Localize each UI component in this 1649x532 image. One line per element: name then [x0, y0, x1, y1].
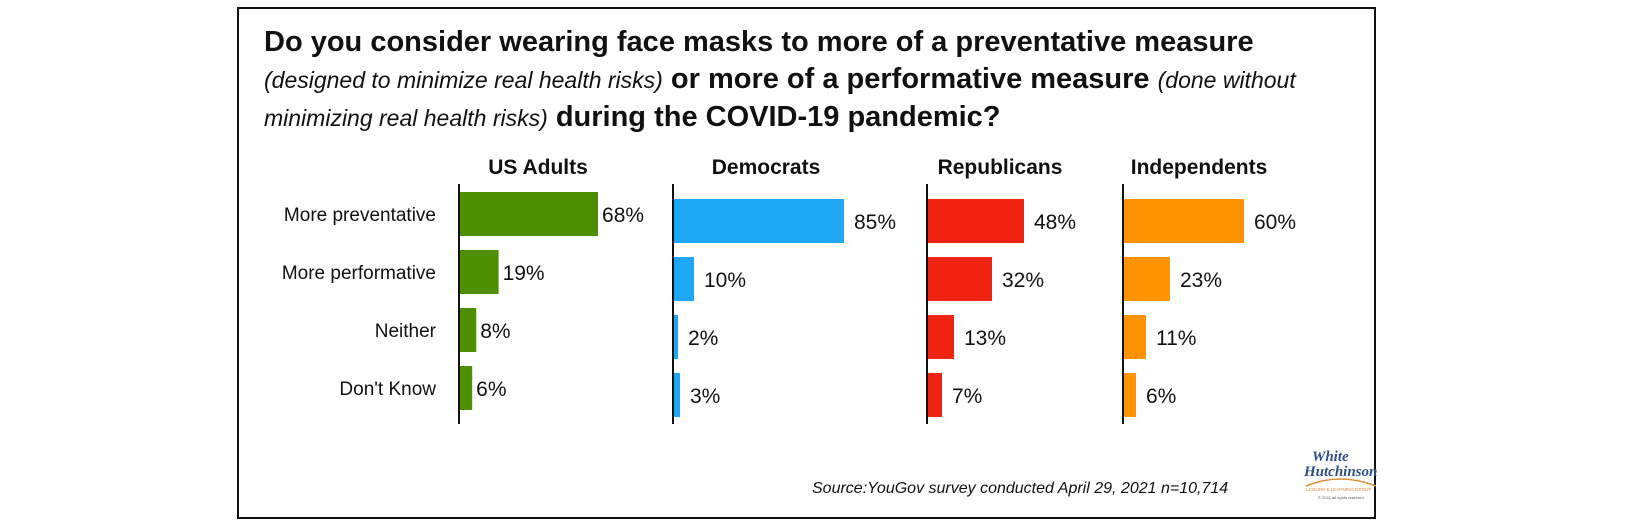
bar-independents-more-preventative: [1124, 199, 1244, 243]
bar-us-adults-don-t-know: [460, 366, 473, 410]
bar-republicans-neither: [928, 315, 954, 359]
value-label-us-adults-more-performative: 19%: [503, 262, 545, 285]
value-label-us-adults-don-t-know: 6%: [476, 378, 506, 401]
bar-democrats-more-preventative: [674, 199, 844, 243]
panel-header-democrats: Democrats: [712, 156, 821, 179]
title-part4: (done without minimizing real health ris…: [264, 67, 1296, 131]
chart-title: Do you consider wearing face masks to mo…: [264, 24, 1364, 137]
bar-republicans-don-t-know: [928, 373, 942, 417]
bar-republicans-more-performative: [928, 257, 992, 301]
value-label-independents-more-performative: 23%: [1180, 269, 1222, 292]
bar-democrats-more-performative: [674, 257, 694, 301]
logo-line1: White: [1312, 449, 1349, 465]
bar-democrats-neither: [674, 315, 678, 359]
value-label-independents-neither: 11%: [1156, 327, 1196, 350]
value-label-democrats-don-t-know: 3%: [690, 385, 720, 408]
value-label-democrats-more-performative: 10%: [704, 269, 746, 292]
panel-header-independents: Independents: [1131, 156, 1268, 179]
bar-us-adults-more-preventative: [460, 192, 599, 236]
bar-us-adults-more-performative: [460, 250, 499, 294]
logo-line2: Hutchinson: [1303, 464, 1377, 480]
value-label-republicans-more-preventative: 48%: [1034, 211, 1076, 234]
category-label-more-performative: More performative: [282, 263, 436, 284]
title-part1: Do you consider wearing face masks to mo…: [264, 26, 1254, 58]
title-part2: (designed to minimize real health risks): [264, 67, 663, 93]
source-note: Source:YouGov survey conducted April 29,…: [812, 480, 1229, 497]
value-label-democrats-neither: 2%: [688, 327, 718, 350]
panel-header-republicans: Republicans: [938, 156, 1063, 179]
bar-us-adults-neither: [460, 308, 477, 352]
category-label-don-t-know: Don't Know: [339, 379, 436, 400]
bar-independents-more-performative: [1124, 257, 1170, 301]
logo-tagline: LEISURE & LEARNING GROUP: [1306, 487, 1372, 492]
logo-swoosh-icon: [1305, 478, 1377, 487]
logo-copyright: © 2021 all rights reserved: [1318, 495, 1364, 500]
value-label-democrats-more-preventative: 85%: [854, 211, 896, 234]
value-label-republicans-more-performative: 32%: [1002, 269, 1044, 292]
value-label-republicans-don-t-know: 7%: [952, 385, 982, 408]
bar-independents-neither: [1124, 315, 1146, 359]
value-label-us-adults-neither: 8%: [480, 320, 510, 343]
title-part3: or more of a performative measure: [670, 63, 1150, 95]
bar-independents-don-t-know: [1124, 373, 1136, 417]
value-label-independents-more-preventative: 60%: [1254, 211, 1296, 234]
title-part5: during the COVID-19 pandemic?: [555, 101, 1001, 133]
white-hutchinson-logo: White Hutchinson LEISURE & LEARNING GROU…: [1303, 449, 1377, 500]
category-label-more-preventative: More preventative: [284, 205, 436, 226]
value-label-independents-don-t-know: 6%: [1146, 385, 1176, 408]
value-label-republicans-neither: 13%: [964, 327, 1006, 350]
bar-democrats-don-t-know: [674, 373, 680, 417]
value-label-us-adults-more-preventative: 68%: [602, 204, 644, 227]
chart-frame: [237, 7, 1376, 519]
category-label-neither: Neither: [375, 321, 437, 342]
panel-header-us-adults: US Adults: [488, 156, 588, 179]
bar-republicans-more-preventative: [928, 199, 1024, 243]
